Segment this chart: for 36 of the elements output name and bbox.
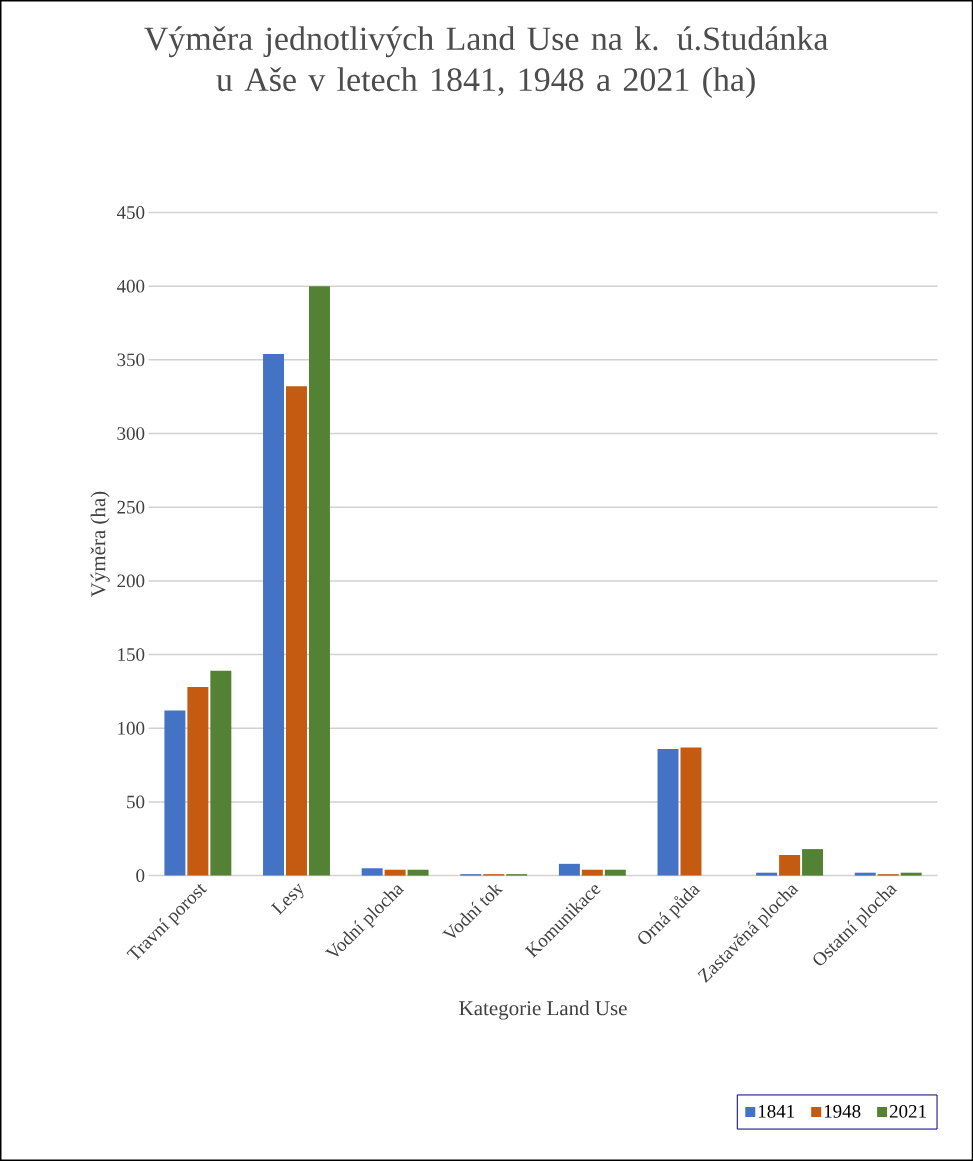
bar: [210, 670, 232, 876]
bar: [285, 386, 307, 876]
y-tick-label: 100: [118, 721, 145, 735]
chart-title: Výměra jednotlivých Land Use na k. ú.Studánka u Aše v letech 1841, 1948 a 2021 (ha): [144, 26, 828, 99]
y-tick-label: 0: [136, 869, 145, 883]
y-tick-label: 350: [117, 353, 145, 367]
bar: [262, 353, 284, 876]
y-axis-title: Výměra (ha): [90, 491, 110, 598]
legend-label: 1948: [824, 1104, 861, 1118]
bar: [308, 286, 330, 876]
bar: [558, 863, 580, 876]
bar: [581, 869, 603, 876]
y-tick-label: 250: [117, 500, 145, 514]
bar: [384, 869, 406, 876]
bar: [900, 872, 922, 876]
bar: [164, 710, 186, 876]
x-tick-label: Lesy: [270, 883, 304, 916]
bar: [657, 748, 679, 876]
bar: [407, 869, 429, 876]
x-axis-title: Kategorie Land Use: [459, 1000, 627, 1020]
y-tick-label: 300: [117, 427, 145, 440]
bar: [187, 686, 209, 876]
y-tick-label: 200: [117, 574, 145, 588]
legend-label: 2021: [889, 1104, 926, 1118]
bar: [604, 869, 626, 876]
y-tick-label: 400: [116, 279, 145, 293]
bar: [801, 849, 823, 876]
y-tick-label: 450: [116, 206, 145, 219]
y-tick-label: 50: [127, 795, 145, 809]
bar: [756, 872, 778, 876]
bar: [680, 747, 702, 876]
legend-label: 1841: [758, 1104, 794, 1118]
bar: [361, 868, 383, 876]
bar: [854, 872, 876, 876]
bar: [779, 854, 800, 876]
y-tick-label: 150: [118, 648, 145, 661]
